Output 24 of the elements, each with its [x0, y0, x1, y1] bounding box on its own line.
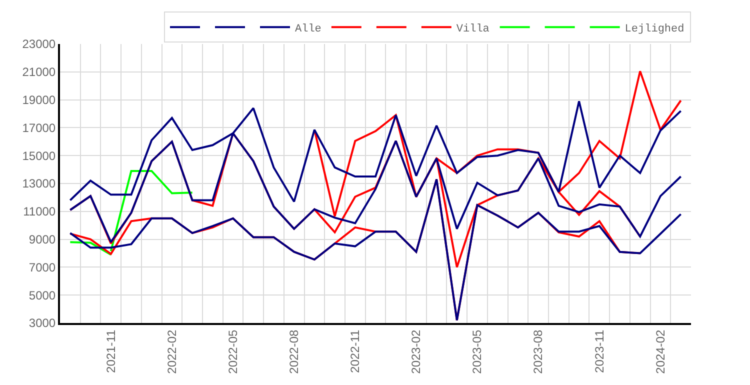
x-tick-label: 2023-08 — [531, 329, 546, 374]
x-tick-label: 2023-11 — [592, 329, 606, 373]
y-tick-label: 7000 — [28, 260, 56, 274]
legend-label: Lejlighed — [624, 23, 684, 36]
y-tick-label: 5000 — [28, 288, 56, 302]
x-tick-label: 2022-05 — [226, 329, 240, 374]
x-tick-label: 2023-05 — [470, 329, 484, 374]
x-tick-label: 2022-08 — [286, 329, 301, 374]
y-tick-label: 21000 — [22, 65, 56, 80]
y-tick-label: 23000 — [22, 37, 56, 52]
x-tick-label: 2023-02 — [409, 329, 424, 374]
y-tick-label: 9000 — [28, 232, 56, 246]
y-tick-label: 15000 — [22, 148, 56, 163]
x-tick-label: 2022-11 — [348, 329, 362, 373]
legend-label: Alle — [295, 23, 322, 36]
x-tick-label: 2022-02 — [164, 329, 179, 374]
y-tick-label: 3000 — [28, 316, 56, 330]
legend-label: Villa — [456, 23, 490, 36]
x-tick-label: 2024-02 — [653, 329, 668, 374]
y-tick-label: 13000 — [22, 176, 56, 191]
y-tick-label: 19000 — [22, 93, 56, 107]
y-tick-label: 17000 — [22, 120, 56, 135]
y-tick-label: 11000 — [23, 204, 56, 219]
x-tick-label: 2021-11 — [104, 329, 118, 373]
